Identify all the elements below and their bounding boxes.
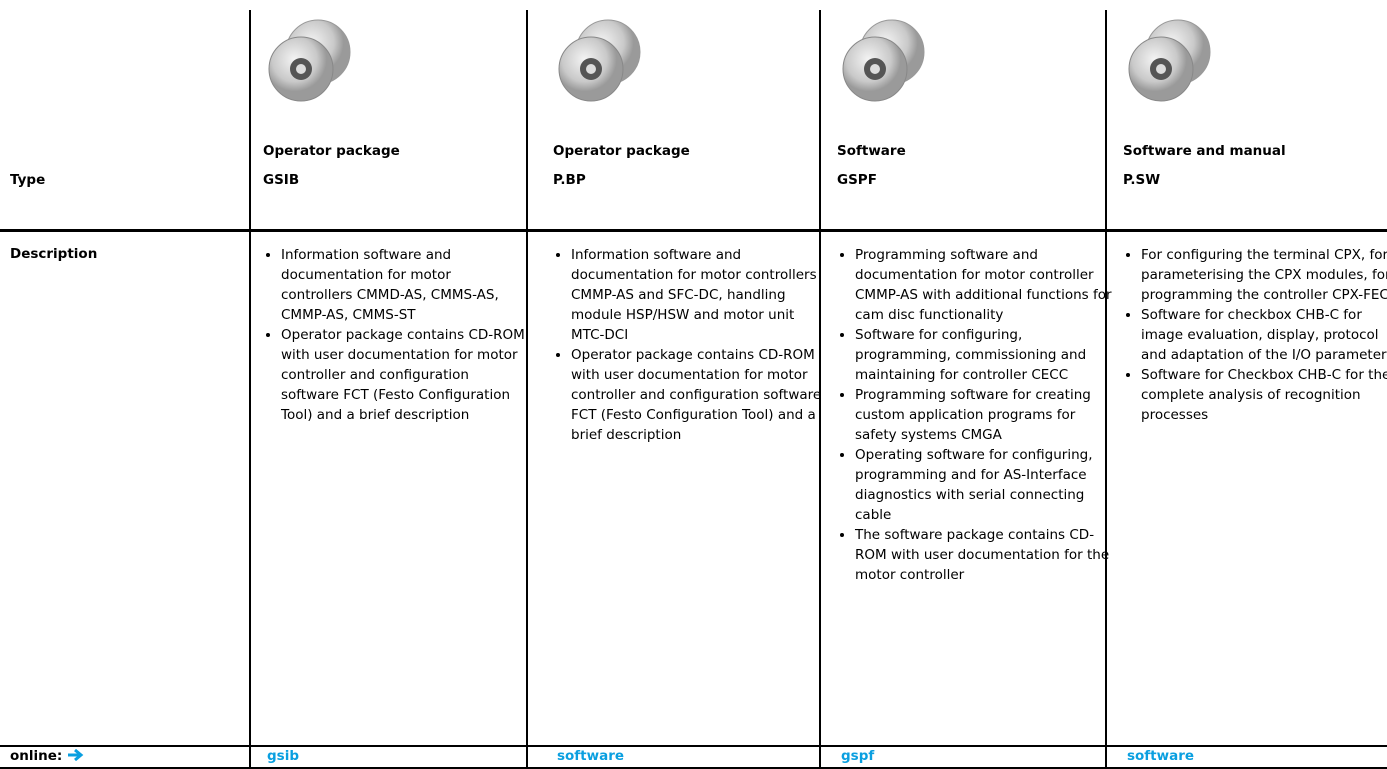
cd-image xyxy=(553,14,643,108)
product-title: Operator package xyxy=(553,143,690,159)
description-item: Information software and documentation f… xyxy=(571,245,826,345)
description-item: For configuring the terminal CPX, for pa… xyxy=(1141,245,1387,305)
description-list: Programming software and documentation f… xyxy=(837,245,1113,585)
row-label: Description xyxy=(10,246,98,262)
description-item: Software for Checkbox CHB-C for the comp… xyxy=(1141,365,1387,425)
row-divider xyxy=(0,767,1387,769)
column-divider xyxy=(526,10,528,769)
cd-image xyxy=(263,14,353,108)
online-link[interactable]: software xyxy=(1127,748,1195,764)
description-item: Software for checkbox CHB-C for image ev… xyxy=(1141,305,1387,365)
column-divider xyxy=(819,10,821,769)
cd-image xyxy=(837,14,927,108)
product-title: Operator package xyxy=(263,143,400,159)
row-divider xyxy=(0,229,1387,232)
column-divider xyxy=(249,10,251,769)
row-label: Type xyxy=(10,172,46,188)
column-divider xyxy=(1105,10,1107,769)
description-list: For configuring the terminal CPX, for pa… xyxy=(1123,245,1387,425)
description-item: The software package contains CD-ROM wit… xyxy=(855,525,1113,585)
product-title: Software and manual xyxy=(1123,143,1286,159)
online-label: online: xyxy=(10,748,63,764)
description-list: Information software and documentation f… xyxy=(263,245,526,425)
description-item: Information software and documentation f… xyxy=(281,245,526,325)
online-link[interactable]: gsib xyxy=(267,748,299,764)
row-label: online: xyxy=(10,748,85,764)
description-list: Information software and documentation f… xyxy=(553,245,826,445)
row-divider xyxy=(0,745,1387,747)
product-code: P.SW xyxy=(1123,172,1161,188)
description-item: Programming software for creating custom… xyxy=(855,385,1113,445)
online-link[interactable]: gspf xyxy=(841,748,875,764)
cd-image xyxy=(1123,14,1213,108)
arrow-icon xyxy=(68,748,84,762)
description-item: Software for configuring, programming, c… xyxy=(855,325,1113,385)
description-item: Operating software for configuring, prog… xyxy=(855,445,1113,525)
product-code: GSIB xyxy=(263,172,300,188)
product-code: P.BP xyxy=(553,172,586,188)
description-item: Programming software and documentation f… xyxy=(855,245,1113,325)
product-code: GSPF xyxy=(837,172,877,188)
product-title: Software xyxy=(837,143,906,159)
description-item: Operator package contains CD-ROM with us… xyxy=(571,345,826,445)
online-link[interactable]: software xyxy=(557,748,625,764)
description-item: Operator package contains CD-ROM with us… xyxy=(281,325,526,425)
